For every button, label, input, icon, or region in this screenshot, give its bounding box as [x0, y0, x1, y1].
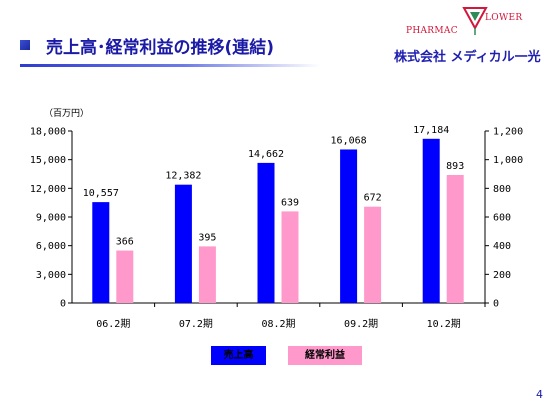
title-underline: [20, 64, 320, 67]
sales-data-label: 17,184: [413, 125, 449, 136]
category-label: 07.2期: [179, 318, 213, 330]
sales-data-label: 10,557: [83, 188, 119, 199]
y-left-tick-label: 3,000: [36, 270, 66, 281]
profit-bar: [116, 250, 134, 303]
category-label: 06.2期: [96, 318, 130, 330]
profit-data-label: 639: [281, 197, 299, 208]
profit-bar: [446, 175, 464, 303]
y-left-tick-label: 18,000: [30, 127, 66, 138]
sales-data-label: 12,382: [165, 171, 201, 182]
y-right-tick-label: 800: [493, 184, 511, 195]
sales-bar: [174, 184, 192, 303]
y-left-tick-label: 12,000: [30, 184, 66, 195]
company-name: 株式会社 メディカル一光: [394, 50, 541, 65]
logo-brand-right: LOWER: [485, 13, 523, 23]
y-right-tick-label: 200: [493, 270, 511, 281]
title-bullet-icon: [20, 40, 30, 50]
category-label: 09.2期: [344, 318, 378, 330]
sales-bar: [340, 149, 358, 303]
sales-bar: [257, 162, 275, 303]
y-right-tick-label: 600: [493, 213, 511, 224]
slide-header: 売上高･経常利益の推移(連結): [0, 0, 560, 80]
sales-data-label: 16,068: [331, 135, 367, 146]
plot-area: 0 3,000 6,000 9,000 12,000 15,000 18,000 0 200 40…: [30, 125, 523, 330]
profit-data-label: 893: [446, 161, 464, 172]
profit-bar: [198, 246, 216, 303]
y-left-tick-label: 9,000: [36, 213, 66, 224]
logo-brand-left: PHARMAC: [406, 26, 458, 36]
legend-item-profit: 経常利益: [288, 346, 362, 365]
profit-data-label: 366: [116, 237, 134, 248]
y-left-tick-label: 0: [60, 299, 66, 310]
slide-title: 売上高･経常利益の推移(連結): [46, 38, 275, 58]
profit-data-label: 395: [198, 232, 216, 243]
y-right-tick-label: 400: [493, 241, 511, 252]
category-label: 08.2期: [261, 318, 295, 330]
y-left-tick-label: 15,000: [30, 155, 66, 166]
profit-data-label: 672: [364, 193, 382, 204]
unit-label: （百万円）: [44, 108, 89, 119]
y-right-tick-label: 1,200: [493, 127, 523, 138]
y-right-tick-label: 0: [493, 299, 499, 310]
profit-bar: [364, 206, 382, 303]
profit-bar: [281, 211, 299, 303]
company-logo: PHARMAC LOWER 株式会社 メディカル一光: [392, 6, 552, 68]
flower-logo-icon: [462, 7, 488, 35]
sales-bar: [92, 202, 110, 303]
y-right-tick-label: 1,000: [493, 155, 523, 166]
y-left-tick-label: 6,000: [36, 241, 66, 252]
category-label: 10.2期: [427, 318, 461, 330]
page-number: 4: [536, 388, 543, 401]
sales-data-label: 14,662: [248, 149, 284, 160]
legend-item-sales: 売上高: [211, 346, 266, 365]
sales-bar: [422, 138, 440, 303]
